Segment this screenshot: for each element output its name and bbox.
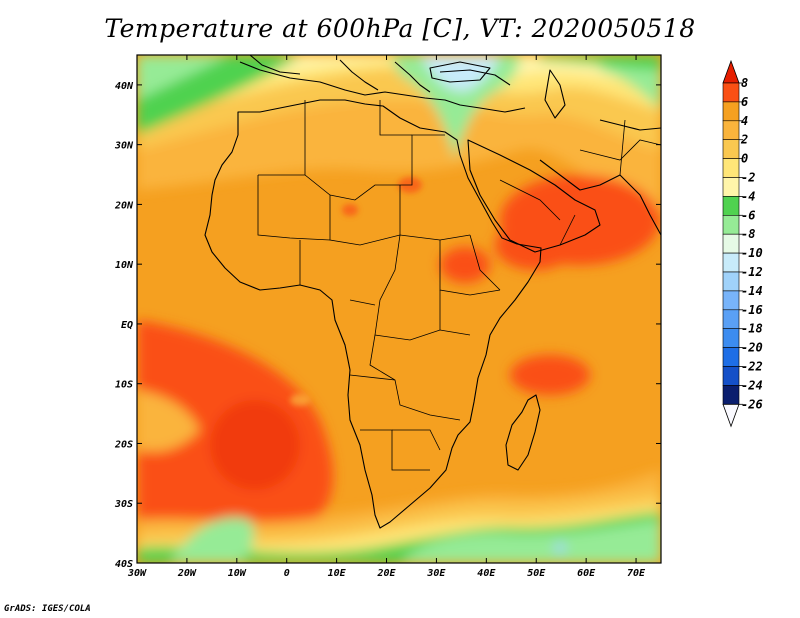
credit-text: GrADS: IGES/COLA	[4, 604, 91, 614]
x-tick-label: 10W	[228, 568, 247, 579]
colorbar-box	[722, 366, 740, 386]
colorbar-bottom-triangle	[722, 403, 740, 428]
colorbar-box	[722, 215, 740, 235]
colorbar-box	[722, 233, 740, 254]
colorbar-label: -4	[741, 189, 755, 203]
plot-frame	[136, 54, 662, 564]
colorbar-top-triangle	[722, 59, 740, 84]
colorbar-box	[722, 328, 740, 348]
colorbar-box	[722, 252, 740, 273]
y-tick-label: 20S	[114, 439, 133, 450]
colorbar-label: -6	[741, 208, 755, 222]
colorbar-label: -26	[741, 397, 763, 411]
colorbar-box	[722, 196, 740, 216]
colorbar-box	[722, 385, 740, 405]
temperature-field	[137, 55, 661, 563]
colorbar-label: -2	[741, 171, 755, 185]
y-tick-label: 10N	[115, 260, 134, 271]
colorbar-label: -22	[741, 360, 763, 374]
colorbar-label: 0	[741, 152, 748, 166]
y-tick-label: 40N	[115, 81, 134, 92]
x-tick-label: 0	[284, 568, 290, 579]
colorbar-box	[722, 290, 740, 311]
x-tick-label: 20W	[177, 568, 197, 579]
axis-ticks: 30W 20W 10W 0 10E 20E 30E 40E 50E 60E 70E 40N 30N 20N…	[114, 55, 661, 579]
colorbar-box	[722, 271, 740, 292]
y-tick-label: 20N	[114, 200, 134, 211]
y-tick-label: 40S	[115, 559, 133, 570]
x-tick-label: 50E	[527, 568, 546, 579]
colorbar-label: -24	[741, 378, 763, 392]
page-title: Temperature at 600hPa [C], VT: 202005051…	[104, 14, 696, 43]
colorbar-label: -18	[741, 322, 763, 336]
colorbar-label: -12	[741, 265, 763, 279]
colorbar: 8 6 4 2 0 -2 -4 -6 -8 -10 -12 -14 -16 -18 -20 -22 -24 -26	[722, 59, 763, 428]
colorbar-box	[722, 120, 740, 141]
colorbar-box	[722, 177, 740, 197]
y-tick-label: EQ	[121, 320, 133, 331]
y-tick-label: 30N	[114, 141, 134, 152]
y-tick-label: 10S	[115, 380, 133, 391]
colorbar-label: 4	[741, 114, 748, 128]
coastlines	[204, 55, 661, 529]
x-tick-label: 40E	[477, 568, 496, 579]
y-tick-label: 30S	[114, 499, 133, 510]
colorbar-box	[722, 101, 740, 122]
colorbar-label: 2	[740, 133, 748, 147]
colorbar-box	[722, 82, 740, 103]
colorbar-label: -8	[741, 227, 755, 241]
colorbar-box	[722, 139, 740, 159]
colorbar-label: 8	[741, 76, 748, 90]
x-tick-label: 30E	[426, 568, 446, 579]
colorbar-label: -20	[741, 341, 763, 355]
colorbar-label: -10	[741, 246, 763, 260]
colorbar-label: -16	[741, 303, 763, 317]
x-tick-label: 20E	[376, 568, 396, 579]
x-tick-label: 10E	[328, 568, 347, 579]
x-tick-label: 30W	[127, 568, 147, 579]
colorbar-label: -14	[741, 284, 763, 298]
colorbar-box	[722, 347, 740, 367]
colorbar-box	[722, 309, 740, 329]
x-tick-label: 60E	[577, 568, 596, 579]
colorbar-box	[722, 158, 740, 178]
x-tick-label: 70E	[627, 568, 646, 579]
colorbar-label: 6	[741, 95, 748, 109]
country-borders	[257, 100, 661, 471]
